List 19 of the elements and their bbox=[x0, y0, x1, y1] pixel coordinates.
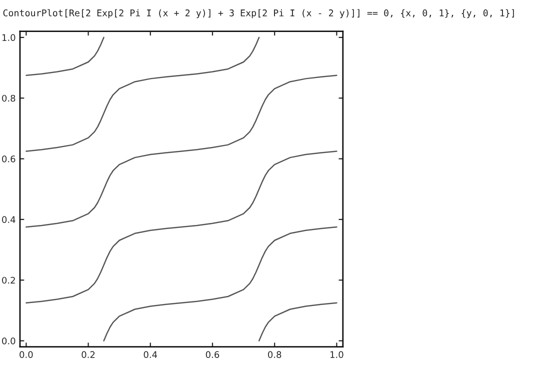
y-tick-label: 0.2 bbox=[2, 276, 15, 284]
chart-title: ContourPlot[Re[2 Exp[2 Pi I (x + 2 y)] + 3 Exp[2 Pi I (x - 2 y)]] == 0, {x, 0, 1}, {y, 0, 1}] bbox=[3, 9, 514, 18]
x-tick-label: 0.6 bbox=[206, 351, 220, 358]
y-tick-label: 0.8 bbox=[2, 94, 16, 102]
y-tick-label: 0.0 bbox=[2, 338, 16, 344]
line-series bbox=[258, 302, 338, 342]
x-tick-label: 0.4 bbox=[144, 351, 158, 358]
line-series bbox=[26, 36, 260, 152]
x-tick-label: 0.8 bbox=[268, 351, 282, 358]
x-tick-label: 0.2 bbox=[82, 351, 95, 358]
x-tick-label: 0.0 bbox=[20, 351, 33, 358]
line-series bbox=[26, 150, 338, 304]
x-tick-label: 1.0 bbox=[330, 351, 344, 358]
line-series bbox=[103, 226, 338, 342]
y-tick-label: 0.6 bbox=[2, 156, 16, 162]
y-tick-label: 1.0 bbox=[2, 34, 16, 41]
line-series bbox=[26, 36, 104, 76]
line-series bbox=[26, 74, 338, 228]
y-tick-label: 0.4 bbox=[2, 216, 16, 224]
